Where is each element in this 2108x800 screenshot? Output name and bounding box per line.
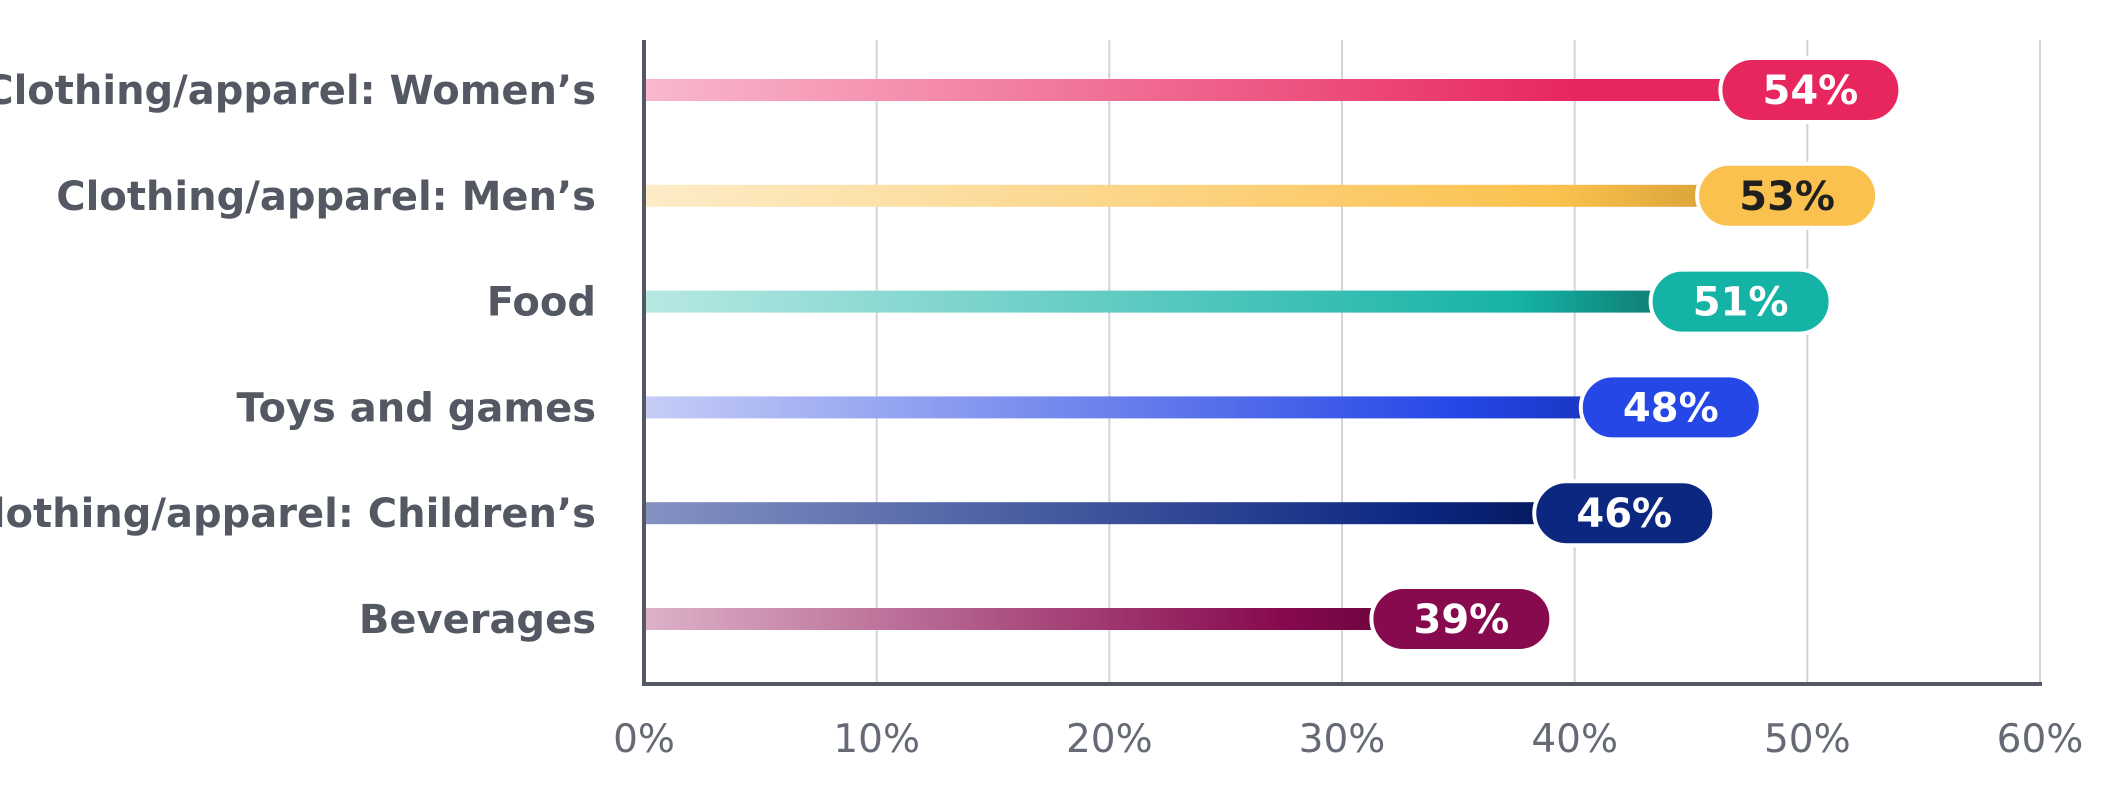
category-label: Clothing/apparel: Children’s <box>0 491 596 537</box>
bar <box>644 502 1545 525</box>
bar <box>644 184 1708 207</box>
category-label: Toys and games <box>236 385 596 431</box>
value-label: 53% <box>1739 174 1835 220</box>
value-badge <box>1578 373 1763 442</box>
x-tick-label: 30% <box>1299 717 1386 762</box>
value-label: 39% <box>1414 597 1510 643</box>
labels-layer: 54% Clothing/apparel: Women’s 53% Clothing/… <box>0 68 2083 762</box>
x-tick-label: 20% <box>1066 717 1153 762</box>
value-badge <box>1648 267 1833 336</box>
value-label: 54% <box>1763 68 1859 114</box>
x-tick-label: 60% <box>1997 717 2084 762</box>
bars-layer <box>644 56 1903 653</box>
value-badge <box>1532 479 1717 548</box>
category-label: Beverages <box>359 597 596 643</box>
x-tick-label: 10% <box>833 717 920 762</box>
category-label: Clothing/apparel: Men’s <box>56 174 596 220</box>
value-label: 51% <box>1693 280 1789 326</box>
value-badge <box>1695 161 1880 230</box>
category-label: Food <box>487 280 596 326</box>
x-tick-label: 0% <box>613 717 675 762</box>
bar <box>644 608 1382 630</box>
value-label: 48% <box>1623 385 1719 431</box>
grid-layer <box>875 40 2041 684</box>
category-label: Clothing/apparel: Women’s <box>0 68 596 114</box>
value-label: 46% <box>1576 491 1672 537</box>
x-tick-label: 40% <box>1531 717 1618 762</box>
bar <box>644 290 1661 313</box>
axis-layer <box>642 40 2042 686</box>
x-tick-label: 50% <box>1764 717 1851 762</box>
bar <box>644 396 1591 419</box>
bar <box>644 79 1731 101</box>
value-badge <box>1369 585 1554 653</box>
value-badge <box>1718 56 1903 124</box>
